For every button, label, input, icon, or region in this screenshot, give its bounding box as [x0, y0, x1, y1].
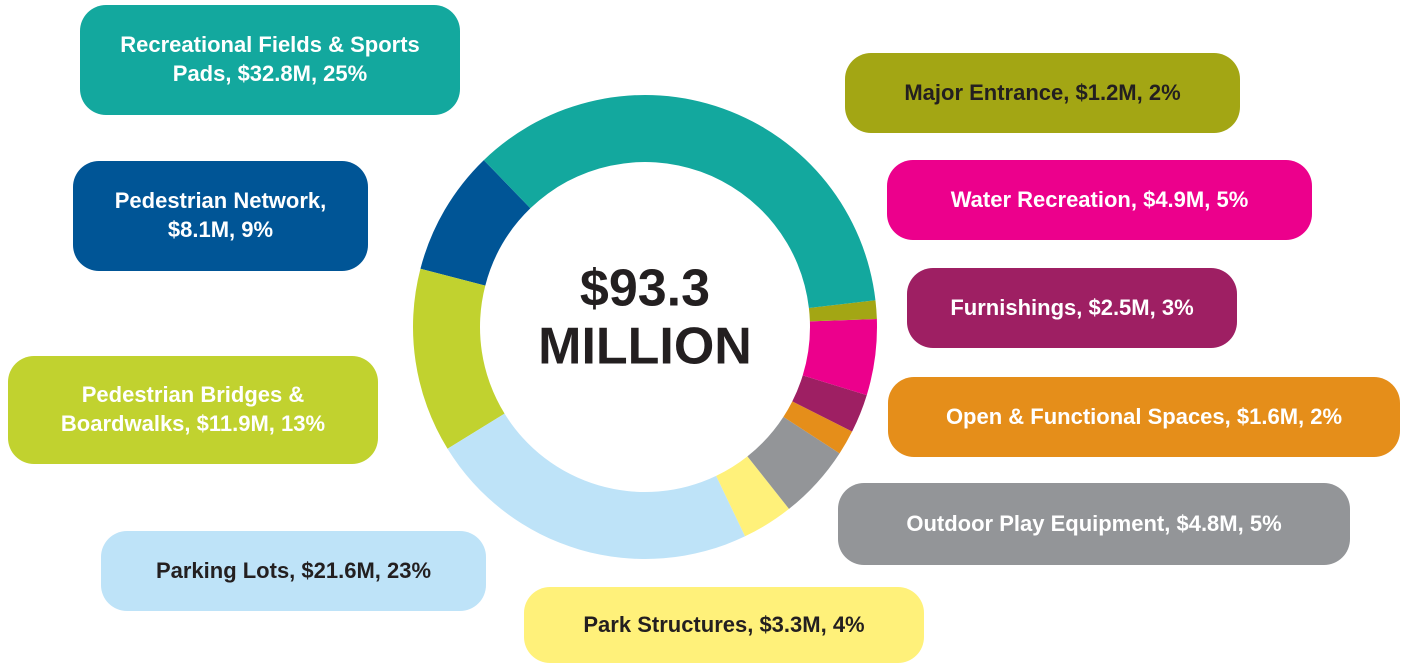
slice-label: Parking Lots, $21.6M, 23%	[101, 531, 486, 611]
donut-slice	[747, 416, 840, 509]
donut-slice	[808, 300, 877, 322]
donut-slice	[447, 413, 746, 560]
donut-slice	[792, 375, 867, 432]
donut-slice	[716, 456, 790, 537]
slice-label: Furnishings, $2.5M, 3%	[907, 268, 1237, 348]
slice-label: Recreational Fields & Sports Pads, $32.8…	[80, 5, 460, 115]
slice-label: Major Entrance, $1.2M, 2%	[845, 53, 1240, 133]
donut-slice	[413, 268, 505, 449]
center-unit: MILLION	[538, 318, 752, 376]
donut-slice	[420, 160, 531, 286]
slice-label: Pedestrian Network, $8.1M, 9%	[73, 161, 368, 271]
center-total: $93.3	[580, 260, 710, 318]
donut-slice	[783, 401, 853, 454]
slice-label: Pedestrian Bridges & Boardwalks, $11.9M,…	[8, 356, 378, 464]
donut-slice	[802, 319, 877, 396]
slice-label: Water Recreation, $4.9M, 5%	[887, 160, 1312, 240]
slice-label: Open & Functional Spaces, $1.6M, 2%	[888, 377, 1400, 457]
slice-label: Outdoor Play Equipment, $4.8M, 5%	[838, 483, 1350, 565]
slice-label: Park Structures, $3.3M, 4%	[524, 587, 924, 663]
donut-slice	[483, 95, 876, 308]
